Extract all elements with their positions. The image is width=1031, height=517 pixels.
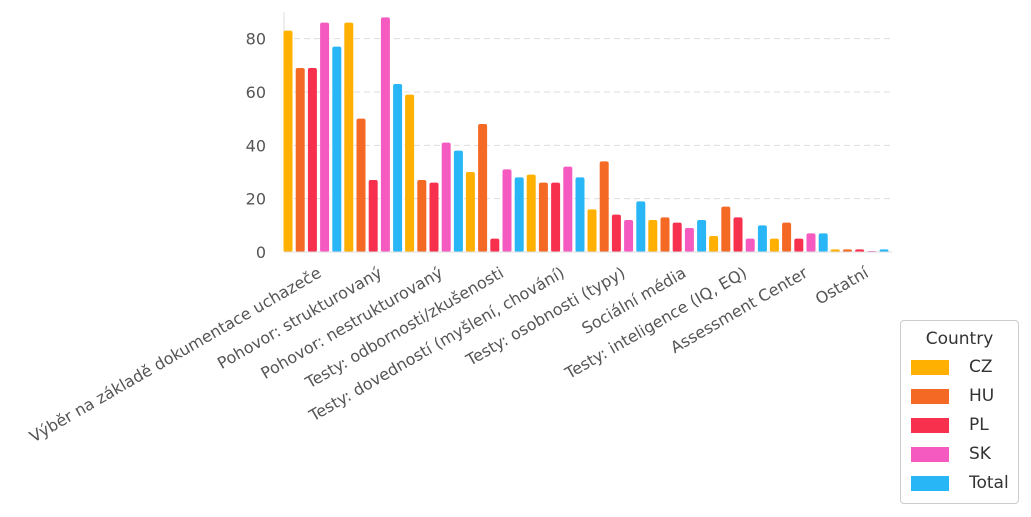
bar-hu-8[interactable] <box>782 222 792 252</box>
bar-sk-6[interactable] <box>684 228 694 252</box>
bar-sk-8[interactable] <box>806 233 816 252</box>
bar-pl-8[interactable] <box>794 238 804 252</box>
y-axis: 0 20 40 60 80 <box>246 12 285 262</box>
y-tick-label: 0 <box>256 243 266 262</box>
bar-sk-2[interactable] <box>441 142 451 252</box>
bar-cz-4[interactable] <box>526 174 536 252</box>
bar-total-6[interactable] <box>697 220 707 252</box>
bar-total-5[interactable] <box>636 201 646 252</box>
bar-pl-4[interactable] <box>551 182 561 252</box>
y-tick-label: 60 <box>246 83 266 102</box>
bar-hu-1[interactable] <box>356 118 366 253</box>
legend-item-hu[interactable]: HU <box>911 385 994 407</box>
legend-title: Country <box>925 329 994 349</box>
bar-sk-4[interactable] <box>563 166 573 252</box>
legend-label-sk: SK <box>969 444 991 464</box>
legend-swatch-hu <box>911 388 949 404</box>
bar-sk-5[interactable] <box>624 220 634 252</box>
legend-item-total[interactable]: Total <box>911 472 1009 494</box>
bars <box>283 17 889 253</box>
bar-total-3[interactable] <box>514 177 524 252</box>
bar-cz-3[interactable] <box>465 172 475 252</box>
legend-item-sk[interactable]: SK <box>911 443 991 465</box>
x-axis: Výběr na základě dokumentace uchazečePoh… <box>26 251 892 446</box>
bar-cz-6[interactable] <box>648 220 658 252</box>
gridlines <box>284 38 892 200</box>
bar-total-4[interactable] <box>575 177 585 252</box>
bar-pl-0[interactable] <box>307 68 317 252</box>
bar-pl-3[interactable] <box>490 238 500 252</box>
legend-label-pl: PL <box>969 415 989 435</box>
bar-hu-5[interactable] <box>599 161 609 252</box>
x-tick-label: Ostatní <box>812 263 872 309</box>
bar-hu-2[interactable] <box>417 180 427 252</box>
y-tick-label: 40 <box>246 136 266 155</box>
bar-pl-1[interactable] <box>368 180 378 252</box>
bar-pl-6[interactable] <box>672 222 682 252</box>
bar-hu-4[interactable] <box>538 182 548 252</box>
bar-cz-0[interactable] <box>283 30 293 252</box>
bar-cz-2[interactable] <box>405 94 415 253</box>
legend-swatch-pl <box>911 417 949 433</box>
y-tick-label: 20 <box>246 190 266 209</box>
legend-item-pl[interactable]: PL <box>911 414 989 436</box>
legend: Country CZ HU PL SK Total <box>900 320 1019 504</box>
legend-label-total: Total <box>969 473 1009 493</box>
legend-swatch-cz <box>911 359 949 375</box>
legend-item-cz[interactable]: CZ <box>911 356 993 378</box>
bar-cz-1[interactable] <box>344 22 354 252</box>
bar-total-1[interactable] <box>393 84 403 252</box>
bar-sk-7[interactable] <box>745 238 755 252</box>
bar-total-9[interactable] <box>879 249 889 252</box>
y-tick-label: 80 <box>246 30 266 49</box>
bar-total-2[interactable] <box>453 150 463 252</box>
bar-sk-3[interactable] <box>502 169 512 252</box>
legend-label-cz: CZ <box>969 357 993 377</box>
bar-total-8[interactable] <box>818 233 828 252</box>
legend-swatch-total <box>911 475 949 491</box>
legend-swatch-sk <box>911 446 949 462</box>
legend-label-hu: HU <box>969 386 995 406</box>
bar-sk-1[interactable] <box>380 17 390 253</box>
bar-cz-7[interactable] <box>709 236 719 252</box>
bar-cz-9[interactable] <box>830 249 840 252</box>
bar-hu-9[interactable] <box>842 249 852 252</box>
bar-sk-0[interactable] <box>320 22 330 252</box>
bar-hu-7[interactable] <box>721 206 731 252</box>
bar-pl-2[interactable] <box>429 182 439 252</box>
bar-pl-5[interactable] <box>611 214 621 252</box>
bar-hu-3[interactable] <box>478 124 488 252</box>
bar-pl-7[interactable] <box>733 217 743 252</box>
bar-cz-5[interactable] <box>587 209 597 252</box>
bar-total-7[interactable] <box>757 225 767 252</box>
bar-hu-6[interactable] <box>660 217 670 252</box>
bar-pl-9[interactable] <box>855 249 865 252</box>
bar-total-0[interactable] <box>332 46 342 252</box>
bar-hu-0[interactable] <box>295 68 305 252</box>
bar-cz-8[interactable] <box>769 238 779 252</box>
